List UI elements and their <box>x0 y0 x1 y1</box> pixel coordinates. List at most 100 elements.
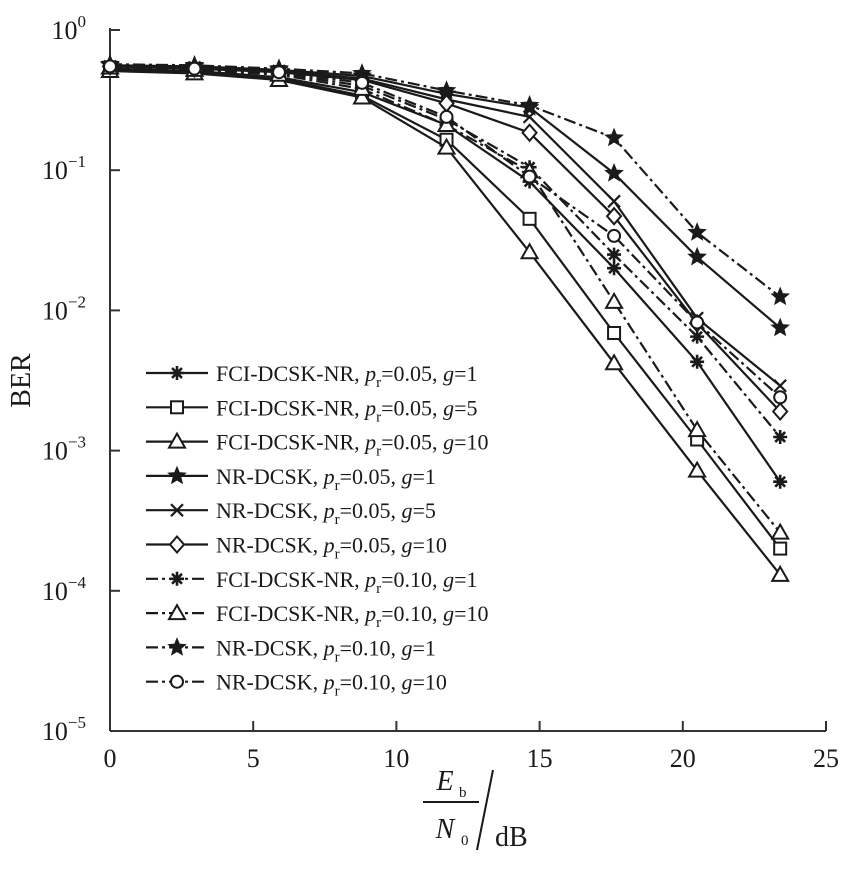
data-point <box>604 127 624 147</box>
data-point <box>687 222 707 241</box>
data-point <box>604 291 624 309</box>
legend-label: NR-DCSK, pr=0.05, g=10 <box>216 533 447 563</box>
data-point <box>690 354 705 369</box>
y-axis-label: BER <box>6 353 37 408</box>
y-tick-label: 10−1 <box>42 152 86 185</box>
y-tick-label: 10−5 <box>42 713 86 746</box>
data-point <box>687 420 707 438</box>
series-9 <box>100 53 791 306</box>
x-label-slash <box>476 769 494 851</box>
legend-entry: NR-DCSK, pr=0.10, g=1 <box>146 635 436 665</box>
legend-entry: NR-DCSK, pr=0.05, g=1 <box>146 464 436 494</box>
legend-marker <box>168 534 186 555</box>
data-point <box>522 110 537 124</box>
x-label-numerator: E <box>435 766 453 797</box>
series-3 <box>100 60 790 582</box>
data-point <box>271 65 286 80</box>
data-point <box>687 246 707 266</box>
x-tick-label: 10 <box>383 744 409 773</box>
x-tick-label: 15 <box>527 744 553 773</box>
legend-marker <box>170 503 184 517</box>
data-point <box>436 115 457 133</box>
legend-entry: FCI-DCSK-NR, pr=0.05, g=10 <box>146 430 488 460</box>
data-point <box>607 261 622 276</box>
y-tick-label: 10−3 <box>42 433 86 466</box>
legend-marker <box>167 603 187 621</box>
legend-marker <box>170 366 184 380</box>
legend-entry: NR-DCSK, pr=0.10, g=10 <box>146 670 447 700</box>
legend-marker <box>167 431 187 449</box>
data-point <box>522 211 537 226</box>
data-point <box>770 564 790 582</box>
legend-entry: FCI-DCSK-NR, pr=0.05, g=5 <box>146 395 477 425</box>
legend-label: NR-DCSK, pr=0.10, g=1 <box>216 635 436 665</box>
y-tick-label: 10−2 <box>42 292 86 325</box>
data-point <box>607 228 622 243</box>
legend-label: NR-DCSK, pr=0.05, g=1 <box>216 464 436 494</box>
legend-entry: FCI-DCSK-NR, pr=0.10, g=1 <box>146 567 477 597</box>
x-tick-label: 5 <box>247 744 260 773</box>
legend: FCI-DCSK-NR, pr=0.05, g=1 FCI-DCSK-NR, pr… <box>146 361 488 700</box>
series-line <box>109 65 782 438</box>
data-point <box>690 315 705 330</box>
x-tick-label: 25 <box>813 744 839 773</box>
x-label-denominator: N <box>435 814 456 845</box>
x-label-numerator-sub: b <box>459 785 467 801</box>
data-point <box>607 194 621 209</box>
data-point <box>607 247 622 262</box>
data-point <box>773 390 788 405</box>
x-label-unit: dB <box>495 822 528 853</box>
data-point <box>352 87 372 105</box>
legend-marker <box>170 571 184 586</box>
y-tick-label: 100 <box>52 12 87 45</box>
series-8 <box>100 57 790 540</box>
legend-label: FCI-DCSK-NR, pr=0.05, g=5 <box>216 395 477 425</box>
y-tick-label: 10−4 <box>42 573 87 606</box>
legend-marker <box>170 400 184 415</box>
data-point <box>522 169 537 184</box>
plot-area <box>100 53 791 582</box>
data-point <box>519 242 540 260</box>
legend-entry: NR-DCSK, pr=0.05, g=5 <box>146 498 436 528</box>
x-tick-label: 20 <box>670 744 696 773</box>
data-point <box>687 460 707 478</box>
data-point <box>770 317 791 337</box>
data-point <box>519 95 540 114</box>
data-point <box>770 286 791 306</box>
data-point <box>187 61 202 76</box>
legend-entry: FCI-DCSK-NR, pr=0.05, g=1 <box>146 361 477 391</box>
data-point <box>770 522 790 540</box>
legend-marker <box>170 674 184 689</box>
data-point <box>103 59 117 74</box>
data-point <box>604 353 624 371</box>
series-10 <box>103 59 788 405</box>
data-point <box>436 137 457 155</box>
legend-entry: FCI-DCSK-NR, pr=0.10, g=10 <box>146 601 488 631</box>
legend-label: NR-DCSK, pr=0.05, g=5 <box>216 498 436 528</box>
legend-marker <box>167 637 187 656</box>
data-point <box>355 75 370 90</box>
data-point <box>773 430 788 445</box>
data-point <box>690 329 705 344</box>
data-point <box>773 541 788 556</box>
legend-label: NR-DCSK, pr=0.10, g=10 <box>216 670 447 700</box>
data-point <box>607 325 622 340</box>
series-line <box>109 65 781 399</box>
legend-label: FCI-DCSK-NR, pr=0.10, g=10 <box>216 601 488 631</box>
legend-label: FCI-DCSK-NR, pr=0.10, g=1 <box>216 567 477 597</box>
legend-entry: NR-DCSK, pr=0.05, g=10 <box>146 533 447 563</box>
data-point <box>773 474 788 489</box>
legend-marker <box>167 465 187 485</box>
legend-label: FCI-DCSK-NR, pr=0.05, g=1 <box>216 361 477 391</box>
data-point <box>604 162 624 182</box>
data-point <box>439 109 454 124</box>
data-point <box>771 402 789 422</box>
axes: 0 5 10 15 20 25 100 10−1 10−2 10−3 10−4 10−5 <box>42 12 839 773</box>
x-tick-label: 0 <box>104 744 117 773</box>
x-label-denominator-sub: 0 <box>461 833 469 849</box>
data-point <box>605 206 623 226</box>
data-point <box>521 123 538 143</box>
data-point <box>436 80 457 99</box>
